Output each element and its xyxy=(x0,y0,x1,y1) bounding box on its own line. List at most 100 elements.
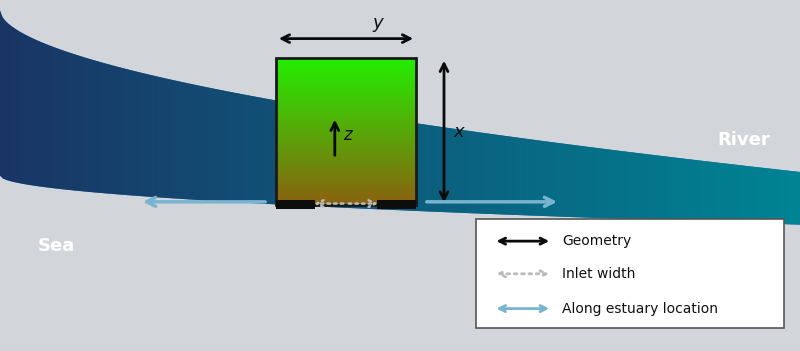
Bar xyxy=(276,82,416,84)
Bar xyxy=(276,62,416,64)
Bar xyxy=(276,151,416,152)
Bar xyxy=(276,170,416,171)
Bar xyxy=(476,219,784,328)
Bar xyxy=(276,69,416,71)
Bar xyxy=(276,66,416,68)
Bar xyxy=(276,117,416,118)
Bar xyxy=(276,58,416,59)
Bar xyxy=(276,110,416,111)
Bar xyxy=(276,135,416,137)
Bar xyxy=(276,181,416,183)
Bar xyxy=(276,179,416,181)
Bar xyxy=(276,139,416,140)
Bar xyxy=(276,146,416,147)
Bar xyxy=(276,94,416,95)
Bar xyxy=(276,158,416,159)
Bar xyxy=(276,79,416,80)
Bar xyxy=(276,162,416,163)
Bar xyxy=(276,95,416,96)
Bar xyxy=(276,71,416,73)
Bar xyxy=(276,121,416,123)
Bar xyxy=(276,128,416,130)
Bar xyxy=(276,93,416,94)
Bar xyxy=(276,92,416,93)
Bar xyxy=(276,75,416,77)
Bar xyxy=(276,108,416,109)
Bar xyxy=(276,154,416,155)
Bar xyxy=(276,103,416,104)
Bar xyxy=(276,114,416,115)
Bar xyxy=(276,194,416,196)
Bar xyxy=(276,61,416,63)
Bar xyxy=(276,90,416,91)
Bar xyxy=(276,113,416,114)
Bar xyxy=(276,101,416,102)
Bar xyxy=(276,192,416,193)
Bar xyxy=(276,188,416,190)
Bar xyxy=(276,67,416,69)
Bar xyxy=(276,198,416,199)
Bar xyxy=(276,104,416,105)
Bar xyxy=(276,161,416,162)
Bar xyxy=(276,199,416,200)
Bar xyxy=(276,157,416,158)
Bar xyxy=(276,164,416,165)
Bar xyxy=(276,177,416,178)
Bar xyxy=(276,111,416,112)
Bar xyxy=(276,97,416,98)
Bar xyxy=(276,109,416,110)
Bar xyxy=(276,159,416,160)
Text: y: y xyxy=(373,14,383,32)
Bar xyxy=(276,163,416,164)
Bar xyxy=(276,171,416,172)
Bar xyxy=(276,167,416,168)
Bar xyxy=(276,141,416,143)
Bar xyxy=(276,203,416,204)
Bar xyxy=(276,112,416,113)
Bar xyxy=(276,190,416,192)
Text: River: River xyxy=(718,131,770,150)
Bar xyxy=(276,193,416,194)
Bar xyxy=(276,156,416,157)
Bar xyxy=(276,126,416,128)
Bar xyxy=(276,160,416,161)
Bar xyxy=(276,125,416,127)
Bar xyxy=(276,200,315,209)
Bar xyxy=(276,64,416,65)
Bar xyxy=(276,86,416,87)
Bar xyxy=(276,202,416,203)
Bar xyxy=(276,105,416,106)
Text: Sea: Sea xyxy=(38,237,74,255)
Bar xyxy=(276,76,416,78)
Bar xyxy=(276,165,416,166)
Bar xyxy=(276,147,416,148)
Bar xyxy=(276,98,416,99)
Bar xyxy=(276,84,416,85)
Bar xyxy=(276,148,416,149)
Bar xyxy=(276,189,416,191)
Bar xyxy=(276,173,416,174)
Bar xyxy=(276,58,416,205)
Bar xyxy=(276,115,416,117)
Bar xyxy=(276,87,416,88)
Bar xyxy=(276,91,416,92)
Bar xyxy=(276,100,416,101)
Bar xyxy=(276,184,416,186)
Bar xyxy=(276,119,416,120)
Text: z: z xyxy=(343,126,351,144)
Bar xyxy=(276,81,416,82)
Bar xyxy=(276,70,416,72)
Bar xyxy=(276,77,416,79)
Bar xyxy=(276,138,416,139)
Bar xyxy=(276,99,416,100)
Bar xyxy=(276,173,416,175)
Bar xyxy=(276,145,416,146)
Bar xyxy=(276,85,416,86)
Text: Along estuary location: Along estuary location xyxy=(562,302,718,316)
Bar xyxy=(276,65,416,66)
Bar xyxy=(276,168,416,170)
Bar xyxy=(276,176,416,177)
Bar xyxy=(276,136,416,138)
Bar xyxy=(276,152,416,153)
Bar xyxy=(276,150,416,151)
